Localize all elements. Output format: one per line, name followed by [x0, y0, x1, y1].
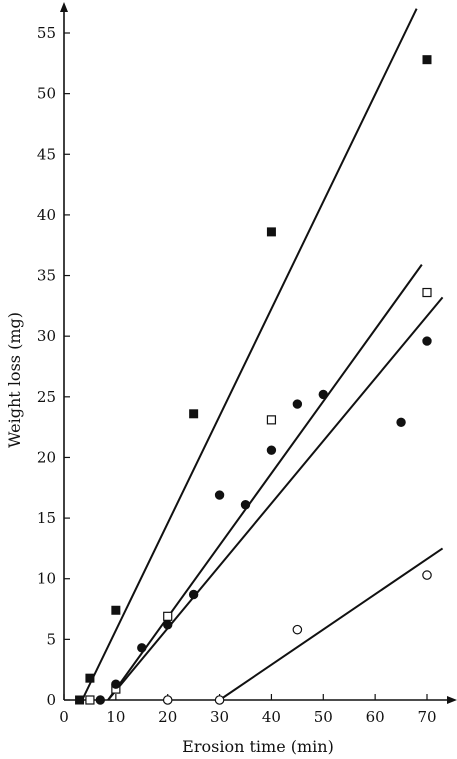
y-tick-label: 30 [37, 327, 56, 345]
fit-line-1 [81, 8, 418, 701]
x-tick-label: 20 [158, 708, 177, 726]
data-point-open-square [266, 415, 277, 425]
x-tick-label: 40 [262, 708, 281, 726]
y-tick-label: 0 [46, 691, 56, 709]
y-tick-label: 10 [37, 570, 56, 588]
axes [60, 2, 457, 704]
data-point-filled-square [266, 227, 276, 237]
data-point-open-square [163, 611, 173, 621]
data-point-filled-circle [266, 445, 277, 455]
data-point-filled-circle [422, 336, 432, 346]
x-tick-label: 60 [366, 708, 385, 726]
data-point-filled-square [75, 695, 85, 705]
fit-line-2 [107, 264, 423, 701]
x-tick-label: 10 [106, 708, 125, 726]
data-point-filled-circle [240, 500, 251, 510]
y-axis-title: Weight loss (mg) [5, 312, 24, 448]
data-point-filled-circle [188, 589, 199, 600]
data-point-filled-circle [95, 695, 106, 705]
data-point-filled-circle [163, 620, 173, 630]
y-tick-label: 35 [37, 267, 56, 285]
data-point-open-circle [422, 570, 432, 580]
data-point-filled-square [111, 605, 121, 615]
data-point-filled-circle [137, 643, 147, 653]
data-point-open-circle [162, 695, 173, 705]
ticks: 0 10 20 30 40 50 60 70 0 5 10 15 20 25 30 35 40 45 50 55 [37, 24, 437, 726]
fit-line-4 [219, 547, 444, 701]
data-point-open-circle [214, 695, 225, 705]
y-tick-label: 15 [37, 509, 56, 527]
data-point-filled-square [85, 673, 95, 683]
fit-line-3 [107, 296, 444, 701]
y-tick-label: 45 [37, 145, 56, 163]
x-axis-title: Erosion time (min) [182, 737, 334, 756]
y-tick-label: 40 [37, 206, 56, 224]
fit-lines [81, 8, 444, 701]
x-tick-label: 70 [417, 708, 436, 726]
x-tick-label: 50 [314, 708, 333, 726]
y-tick-label: 5 [46, 630, 56, 648]
data-point-filled-square [422, 55, 432, 65]
data-point-filled-circle [111, 679, 121, 689]
data-point-filled-circle [292, 399, 303, 409]
x-tick-label: 0 [59, 708, 69, 726]
data-point-filled-circle [318, 389, 328, 400]
y-axis-arrow-icon [60, 2, 68, 12]
data-point-filled-circle [396, 417, 406, 427]
data-point-open-square [422, 287, 432, 298]
data-point-open-square [85, 695, 95, 705]
x-axis-arrow-icon [447, 696, 457, 704]
markers [75, 55, 432, 705]
data-point-filled-circle [214, 490, 225, 500]
x-tick-label: 30 [210, 708, 229, 726]
data-point-open-circle [292, 624, 303, 635]
y-tick-label: 50 [37, 85, 56, 103]
y-tick-label: 25 [37, 388, 56, 406]
y-tick-label: 20 [37, 448, 56, 466]
data-point-filled-square [189, 409, 199, 419]
y-tick-label: 55 [37, 24, 56, 42]
